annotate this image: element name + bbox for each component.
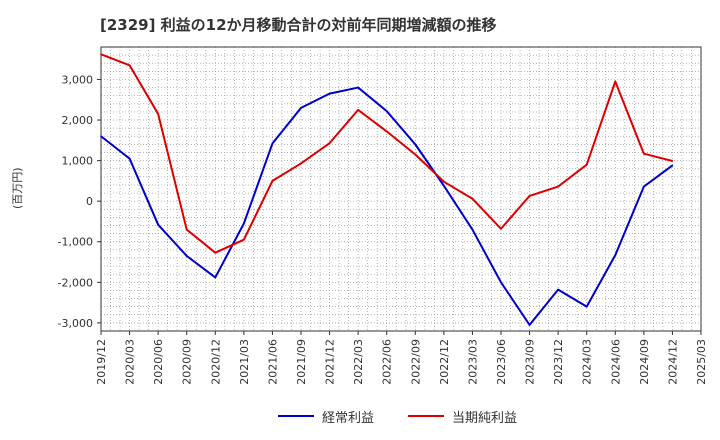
data-point-series-1: [643, 152, 645, 155]
x-tick-label: 2021/03: [238, 339, 251, 385]
data-point-series-0: [243, 222, 245, 225]
x-tick-label: 2023/12: [552, 339, 565, 385]
data-point-series-0: [300, 107, 302, 109]
data-point-series-0: [271, 142, 274, 145]
data-point-series-1: [443, 180, 445, 183]
data-point-series-1: [271, 180, 274, 182]
data-point-series-1: [614, 80, 617, 83]
data-point-series-0: [414, 143, 417, 146]
data-point-series-0: [471, 228, 474, 231]
data-point-series-1: [128, 64, 131, 67]
x-tick-label: 2024/06: [609, 339, 622, 385]
data-point-series-1: [671, 160, 674, 162]
x-tick-label: 2024/03: [581, 339, 594, 385]
data-point-series-0: [100, 135, 102, 138]
y-tick-label: -3,000: [58, 317, 93, 330]
x-tick-label: 2023/03: [466, 339, 479, 385]
y-tick-label: 0: [86, 195, 93, 208]
chart-title: [2329] 利益の12か月移動合計の対前年同期増減額の推移: [100, 16, 497, 34]
x-tick-label: 2020/12: [209, 339, 222, 385]
y-tick-label: 1,000: [62, 155, 94, 168]
data-point-series-1: [557, 185, 559, 188]
data-point-series-1: [157, 113, 159, 115]
legend-item-net-profit: 当期純利益: [408, 402, 517, 430]
x-tick-label: 2024/09: [638, 339, 651, 385]
data-point-series-0: [157, 223, 159, 226]
y-tick-label: 2,000: [62, 114, 94, 127]
x-tick-label: 2022/03: [352, 339, 365, 385]
x-tick-label: 2021/09: [295, 339, 308, 385]
x-tick-label: 2019/12: [95, 339, 108, 385]
data-point-series-0: [614, 254, 617, 256]
x-tick-label: 2020/06: [152, 339, 165, 385]
data-point-series-0: [214, 276, 217, 279]
data-point-series-0: [128, 157, 131, 160]
x-tick-label: 2021/06: [266, 339, 279, 385]
data-point-series-1: [100, 53, 102, 56]
series-line-1: [100, 53, 673, 254]
x-tick-label: 2022/06: [381, 339, 394, 385]
data-point-series-0: [385, 110, 388, 112]
x-tick-label: 2025/03: [695, 339, 708, 385]
y-tick-label: -1,000: [58, 236, 93, 249]
data-point-series-1: [414, 153, 417, 156]
data-point-series-1: [214, 251, 217, 254]
data-point-series-1: [385, 130, 388, 133]
legend-label-ordinary-profit: 経常利益: [322, 410, 375, 426]
data-point-series-1: [528, 195, 531, 197]
x-tick-label: 2021/12: [324, 339, 337, 385]
data-point-series-1: [471, 197, 474, 200]
x-tick-label: 2023/06: [495, 339, 508, 385]
data-point-series-1: [185, 228, 188, 231]
data-point-series-0: [357, 86, 359, 89]
y-tick-label: -2,000: [58, 276, 93, 289]
x-tick-label: 2020/03: [124, 339, 137, 385]
x-tick-label: 2022/12: [438, 339, 451, 385]
data-point-series-0: [585, 305, 588, 308]
x-tick-label: 2022/09: [409, 339, 422, 385]
data-point-series-0: [528, 324, 531, 326]
data-point-series-0: [643, 185, 645, 188]
x-tick-label: 2020/09: [181, 339, 194, 385]
data-point-series-1: [300, 162, 302, 165]
data-point-series-1: [585, 163, 588, 166]
data-point-series-0: [671, 164, 674, 167]
plot-area-frame: [100, 46, 702, 332]
x-tick-label: 2023/09: [524, 339, 537, 385]
data-point-series-1: [243, 238, 245, 241]
x-tick-label: 2024/12: [666, 339, 679, 385]
data-point-series-0: [557, 288, 559, 291]
data-point-series-1: [357, 109, 359, 111]
legend-swatch-net-profit: [408, 415, 444, 417]
legend-swatch-ordinary-profit: [278, 415, 314, 417]
data-point-series-0: [443, 184, 445, 187]
data-point-series-0: [500, 281, 502, 284]
legend-item-ordinary-profit: 経常利益: [278, 402, 374, 430]
data-point-series-1: [328, 142, 331, 144]
y-tick-label: 3,000: [62, 73, 94, 86]
data-point-series-0: [328, 92, 331, 95]
data-point-series-0: [185, 255, 188, 257]
legend-label-net-profit: 当期純利益: [452, 410, 518, 426]
data-point-series-1: [500, 227, 502, 230]
legend: 経常利益 当期純利益: [0, 402, 720, 430]
